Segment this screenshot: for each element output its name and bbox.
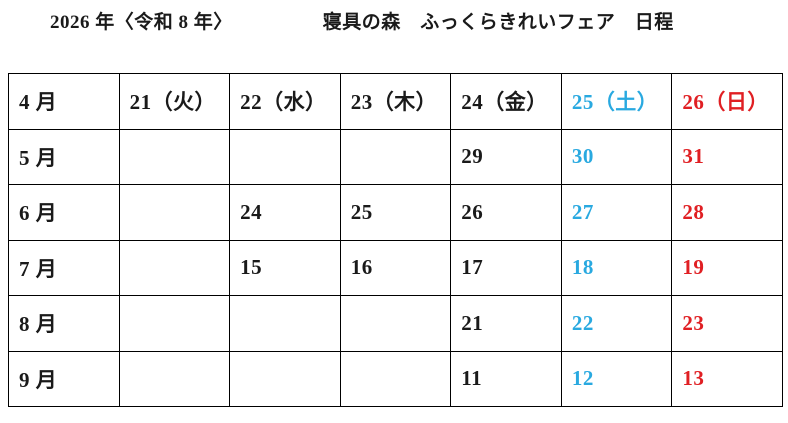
month-row: 5 月 29 30 31 <box>8 128 783 185</box>
day-cell <box>339 295 452 352</box>
day-cell: 19 <box>671 239 783 296</box>
month-label-cell: 7 月 <box>8 239 120 296</box>
day-cell <box>118 295 231 352</box>
day-cell: 24 <box>229 184 341 241</box>
month-row: 8 月 21 22 23 <box>8 295 783 352</box>
schedule-table: 4 月 21（火） 22（水） 23（木） 24（金） 25（土） 26（日） 5 月 29 30… <box>8 73 783 407</box>
day-cell: 18 <box>560 239 673 296</box>
day-cell: 25 <box>339 184 452 241</box>
month-column-header: 4 月 <box>8 73 120 130</box>
day-cell <box>229 295 341 352</box>
day-cell <box>118 128 231 185</box>
day-cell: 29 <box>450 128 562 185</box>
day-cell: 22 <box>560 295 673 352</box>
day-cell: 12 <box>560 350 673 407</box>
day-cell: 23 <box>671 295 783 352</box>
month-label-cell: 5 月 <box>8 128 120 185</box>
date-header-cell: 26（日） <box>671 73 783 130</box>
date-header-cell: 25（土） <box>560 73 673 130</box>
day-cell: 21 <box>450 295 562 352</box>
day-cell <box>118 350 231 407</box>
day-cell <box>118 239 231 296</box>
day-cell <box>229 128 341 185</box>
day-cell: 13 <box>671 350 783 407</box>
date-header-cell: 22（水） <box>229 73 341 130</box>
day-cell: 11 <box>450 350 562 407</box>
date-header-cell: 24（金） <box>450 73 562 130</box>
header-row: 4 月 21（火） 22（水） 23（木） 24（金） 25（土） 26（日） <box>8 73 783 130</box>
day-cell <box>229 350 341 407</box>
day-cell <box>118 184 231 241</box>
day-cell: 28 <box>671 184 783 241</box>
day-cell <box>339 350 452 407</box>
day-cell: 16 <box>339 239 452 296</box>
day-cell: 27 <box>560 184 673 241</box>
date-header-cell: 23（木） <box>339 73 452 130</box>
month-label-cell: 6 月 <box>8 184 120 241</box>
month-row: 9 月 11 12 13 <box>8 350 783 407</box>
title-year: 2026 年〈令和 8 年〉 <box>50 12 233 33</box>
day-cell: 30 <box>560 128 673 185</box>
page-title: 2026 年〈令和 8 年〉 寝具の森 ふっくらきれいフェア 日程 <box>50 7 674 34</box>
day-cell: 31 <box>671 128 783 185</box>
day-cell: 26 <box>450 184 562 241</box>
month-label-cell: 8 月 <box>8 295 120 352</box>
day-cell <box>339 128 452 185</box>
day-cell: 17 <box>450 239 562 296</box>
title-event-name: 寝具の森 ふっくらきれいフェア 日程 <box>322 12 674 33</box>
month-label-cell: 9 月 <box>8 350 120 407</box>
month-row: 7 月 15 16 17 18 19 <box>8 239 783 296</box>
date-header-cell: 21（火） <box>118 73 231 130</box>
month-row: 6 月 24 25 26 27 28 <box>8 184 783 241</box>
day-cell: 15 <box>229 239 341 296</box>
